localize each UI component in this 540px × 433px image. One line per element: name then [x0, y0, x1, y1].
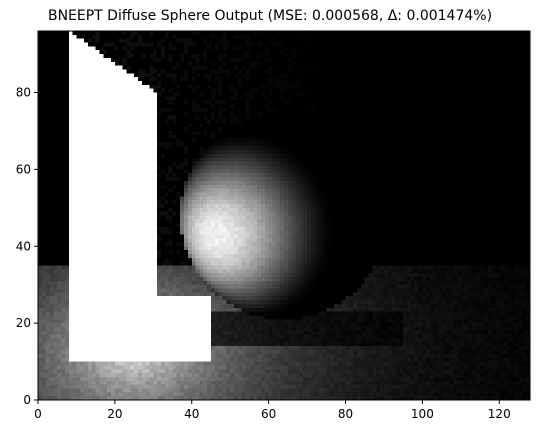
y-tick-label: 60	[16, 162, 31, 176]
plot-area	[38, 31, 530, 400]
x-tick-label: 40	[184, 407, 199, 421]
x-axis: 0 20 40 60 80 100 120	[34, 400, 511, 421]
chart-title: BNEEPT Diffuse Sphere Output (MSE: 0.000…	[48, 8, 492, 24]
y-tick-label: 20	[16, 316, 31, 330]
y-tick-label: 80	[16, 86, 31, 100]
x-tick-label: 60	[261, 407, 276, 421]
heatmap-image	[38, 31, 530, 400]
y-tick-label: 40	[16, 239, 31, 253]
y-axis: 0 20 40 60 80	[16, 86, 38, 408]
x-tick-label: 0	[34, 407, 42, 421]
x-tick-label: 120	[488, 407, 511, 421]
x-tick-label: 20	[107, 407, 122, 421]
x-tick-label: 80	[338, 407, 353, 421]
x-tick-label: 100	[411, 407, 434, 421]
y-tick-label: 0	[23, 393, 31, 407]
